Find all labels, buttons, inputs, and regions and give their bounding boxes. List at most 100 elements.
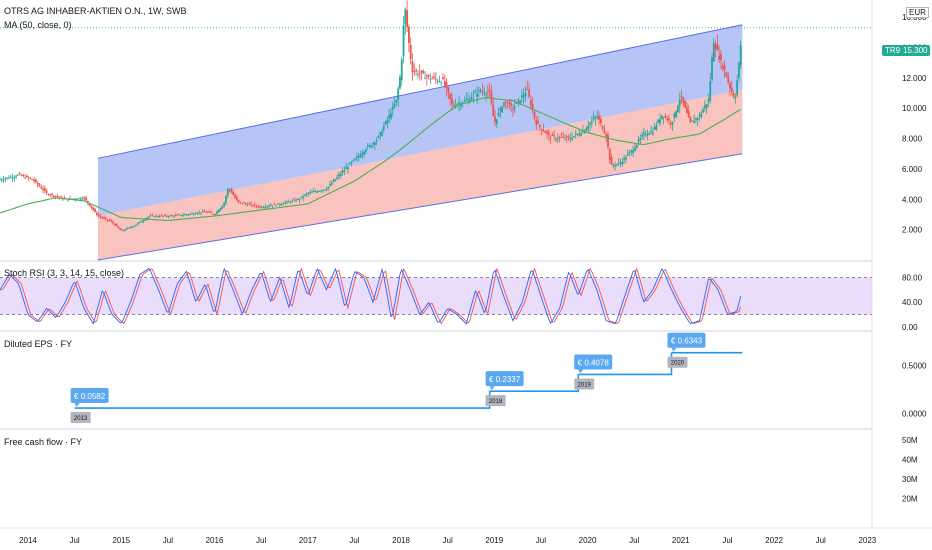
candle-body	[42, 188, 44, 191]
candle-body	[734, 96, 737, 99]
candle-body	[198, 212, 200, 214]
candle-body	[164, 215, 166, 216]
candle-body	[237, 200, 240, 203]
time-axis-tick: 2023	[858, 536, 876, 545]
eps-value-badge	[574, 354, 613, 370]
eps-year-label: 2019	[578, 382, 592, 388]
candle-body	[54, 195, 57, 197]
candle-body	[0, 179, 3, 181]
candle-body	[404, 9, 407, 25]
candle-body	[373, 142, 376, 145]
candle-body	[300, 196, 303, 198]
candle-body	[117, 226, 120, 229]
candle-body	[442, 77, 444, 79]
time-axis-tick: Jul	[816, 536, 826, 545]
candle-body	[452, 105, 455, 106]
candle-body	[447, 87, 450, 94]
candle-body	[108, 220, 111, 221]
candle-body	[15, 176, 18, 178]
candle-body	[142, 220, 145, 222]
candle-body	[590, 120, 593, 123]
candle-body	[147, 216, 150, 218]
eps-year-badge	[70, 412, 91, 424]
candle-body	[38, 184, 41, 187]
candle-body	[69, 198, 71, 200]
candle-body	[630, 150, 633, 152]
candle-body	[669, 123, 672, 124]
eps-value-label: € 0.2337	[489, 375, 521, 384]
candle-body	[528, 89, 530, 97]
candle-body	[221, 205, 224, 209]
candle-body	[191, 213, 193, 215]
currency-button[interactable]: EUR	[906, 7, 929, 18]
candle-body	[336, 177, 339, 179]
candle-body	[736, 80, 739, 96]
candle-body	[700, 113, 703, 117]
candle-body	[329, 184, 331, 186]
candle-body	[698, 115, 701, 117]
candle-body	[260, 207, 263, 209]
candle-body	[601, 126, 604, 130]
candle-body	[316, 191, 319, 193]
candle-body	[293, 199, 296, 201]
candle-body	[524, 92, 527, 96]
channel-upper-line	[97, 24, 743, 159]
candle-body	[318, 190, 321, 192]
candle-body	[477, 89, 480, 91]
candle-body	[424, 78, 426, 80]
candle-body	[243, 202, 245, 204]
candle-body	[255, 205, 258, 207]
candle-body	[160, 215, 163, 217]
time-axis-tick: 2021	[672, 536, 690, 545]
candle-body	[341, 171, 344, 173]
time-axis-tick: Jul	[443, 536, 453, 545]
candle-body	[512, 108, 514, 110]
ma-legend: MA (50, close, 0)	[4, 20, 72, 30]
candle-body	[580, 133, 582, 136]
candle-body	[397, 88, 400, 101]
candle-body	[384, 121, 387, 125]
candle-body	[420, 70, 423, 73]
candle-body	[381, 131, 383, 136]
candle-body	[671, 121, 674, 126]
candle-body	[128, 227, 131, 229]
candle-body	[395, 99, 398, 103]
candle-body	[468, 99, 471, 103]
candle-body	[738, 62, 740, 78]
candle-body	[343, 169, 346, 172]
stoch-d-line	[0, 267, 742, 325]
candle-body	[607, 134, 609, 147]
candle-body	[503, 102, 505, 106]
candle-body	[517, 99, 520, 101]
candle-body	[113, 223, 116, 226]
price-axis-tick: 10.000	[902, 104, 927, 113]
candle-body	[567, 137, 570, 138]
candle-body	[83, 197, 86, 199]
eps-value-badge-pointer	[74, 403, 80, 408]
candle-body	[429, 79, 432, 80]
candle-body	[155, 215, 157, 217]
candle-body	[262, 206, 265, 208]
candle-body	[291, 200, 294, 202]
time-axis-tick: Jul	[163, 536, 173, 545]
candle-body	[560, 137, 563, 138]
candle-body	[110, 220, 113, 222]
candle-body	[361, 153, 364, 156]
candle-body	[214, 214, 217, 215]
candle-body	[295, 200, 297, 202]
candle-body	[232, 191, 235, 195]
candle-body	[413, 71, 416, 72]
candle-body	[137, 223, 139, 225]
eps-year-label: 2013	[74, 416, 88, 422]
time-axis-tick: Jul	[536, 536, 546, 545]
candle-body	[416, 74, 419, 76]
price-candles	[0, 0, 742, 232]
eps-value-badge	[667, 332, 706, 348]
candle-body	[312, 191, 315, 193]
fcf-axis-tick: 50M	[902, 436, 918, 445]
candle-body	[133, 225, 136, 227]
candle-body	[682, 96, 685, 103]
candle-body	[153, 216, 156, 218]
candle-body	[372, 142, 374, 145]
